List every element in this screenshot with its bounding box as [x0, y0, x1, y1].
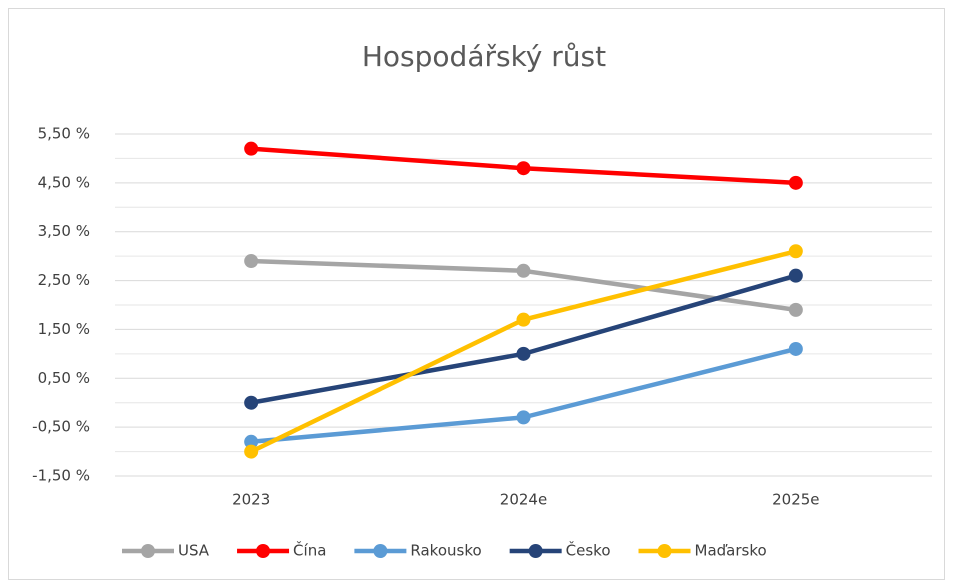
point: [516, 312, 531, 327]
point: [788, 244, 803, 259]
x-tick-label: 2024e: [500, 491, 547, 509]
legend-label: Maďarsko: [695, 542, 767, 560]
y-tick-label: 5,50 %: [38, 125, 90, 143]
point: [244, 444, 259, 459]
point: [244, 141, 259, 156]
legend-label: Česko: [566, 541, 611, 560]
y-tick-label: 4,50 %: [38, 173, 90, 191]
point: [788, 302, 803, 317]
point: [244, 434, 259, 449]
legend-label: USA: [178, 542, 210, 560]
y-tick-label: 0,50 %: [38, 369, 90, 387]
legend-marker: [141, 544, 155, 558]
legend-marker: [528, 544, 543, 558]
point: [516, 263, 531, 278]
legend-label: Rakousko: [410, 542, 481, 560]
point: [516, 161, 531, 176]
y-tick-label: -1,50 %: [32, 467, 90, 485]
y-tick-label: 1,50 %: [38, 320, 90, 338]
point: [788, 341, 803, 356]
chart-title: Hospodářský růst: [362, 40, 606, 73]
x-tick-label: 2025e: [772, 491, 819, 509]
point: [244, 254, 259, 269]
legend-marker: [657, 544, 672, 558]
point: [788, 175, 803, 190]
legend-marker: [256, 544, 271, 558]
x-tick-label: 2023: [232, 491, 270, 509]
point: [516, 410, 531, 425]
chart-border: [8, 8, 945, 580]
point: [244, 395, 259, 410]
point: [788, 268, 803, 283]
y-tick-label: -0,50 %: [32, 418, 90, 436]
y-tick-label: 2,50 %: [38, 271, 90, 289]
point: [516, 346, 531, 361]
legend-marker: [373, 544, 388, 558]
y-tick-label: 3,50 %: [38, 222, 90, 240]
legend-label: Čína: [293, 541, 326, 560]
